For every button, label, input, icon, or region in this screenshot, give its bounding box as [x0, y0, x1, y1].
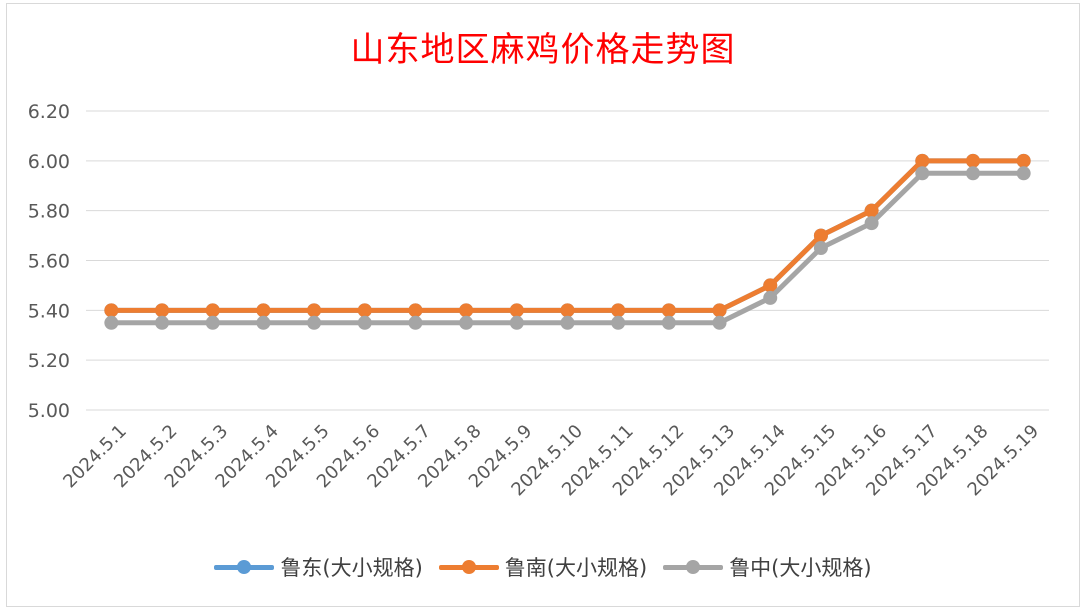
y-axis: 5.00 5.20 5.40 5.60 5.80 6.00 6.20	[28, 101, 70, 422]
data-point	[965, 153, 980, 168]
data-point	[459, 303, 474, 318]
data-point	[155, 303, 170, 318]
data-point	[763, 290, 778, 305]
data-point	[307, 315, 322, 330]
data-point	[509, 303, 524, 318]
y-tick-label: 6.00	[28, 151, 70, 173]
data-point	[864, 203, 879, 218]
data-point	[763, 278, 778, 293]
chart-title: 山东地区麻鸡价格走势图	[350, 30, 736, 70]
data-point	[256, 303, 271, 318]
data-point	[813, 228, 828, 243]
data-point	[560, 303, 575, 318]
y-tick-label: 5.40	[28, 300, 70, 322]
legend-swatch	[214, 558, 275, 576]
data-point	[104, 303, 119, 318]
data-point	[509, 315, 524, 330]
data-point	[1016, 166, 1031, 181]
data-point	[661, 303, 676, 318]
x-axis: 2024.5.12024.5.22024.5.32024.5.42024.5.5…	[59, 421, 1043, 501]
legend-marker	[461, 560, 476, 574]
legend-marker	[686, 560, 701, 574]
data-point	[104, 315, 119, 330]
data-point	[915, 153, 930, 168]
data-point	[915, 166, 930, 181]
series-layer	[104, 153, 1031, 330]
data-point	[408, 303, 423, 318]
data-point	[661, 315, 676, 330]
legend-swatch	[663, 558, 724, 576]
y-tick-label: 5.00	[28, 400, 70, 422]
y-tick-label: 5.20	[28, 350, 70, 372]
legend-item: 鲁东(大小规格)	[214, 552, 423, 582]
data-point	[611, 303, 626, 318]
legend-item: 鲁中(大小规格)	[663, 552, 872, 582]
chart-border	[6, 3, 1080, 607]
legend-label: 鲁东(大小规格)	[280, 556, 423, 580]
y-tick-label: 5.80	[28, 201, 70, 223]
data-point	[1016, 153, 1031, 168]
legend: 鲁东(大小规格) 鲁南(大小规格) 鲁中(大小规格)	[0, 552, 1086, 582]
data-point	[712, 315, 727, 330]
data-point	[357, 303, 372, 318]
legend-item: 鲁南(大小规格)	[438, 552, 648, 582]
data-point	[307, 303, 322, 318]
data-point	[205, 315, 220, 330]
grid-layer	[86, 110, 1049, 411]
data-point	[864, 216, 879, 231]
data-point	[205, 303, 220, 318]
data-point	[965, 166, 980, 181]
y-tick-label: 5.60	[28, 251, 70, 273]
legend-label: 鲁中(大小规格)	[729, 556, 872, 580]
data-point	[357, 315, 372, 330]
y-tick-label: 6.20	[28, 101, 70, 123]
data-point	[256, 315, 271, 330]
series-line-1	[108, 158, 1027, 313]
data-point	[813, 241, 828, 256]
data-point	[611, 315, 626, 330]
data-point	[459, 315, 474, 330]
data-point	[155, 315, 170, 330]
legend-marker	[237, 560, 252, 574]
data-point	[408, 315, 423, 330]
legend-swatch	[438, 558, 499, 576]
legend-label: 鲁南(大小规格)	[504, 556, 648, 580]
series-line-0	[108, 158, 1027, 313]
data-point	[712, 303, 727, 318]
data-point	[560, 315, 575, 330]
